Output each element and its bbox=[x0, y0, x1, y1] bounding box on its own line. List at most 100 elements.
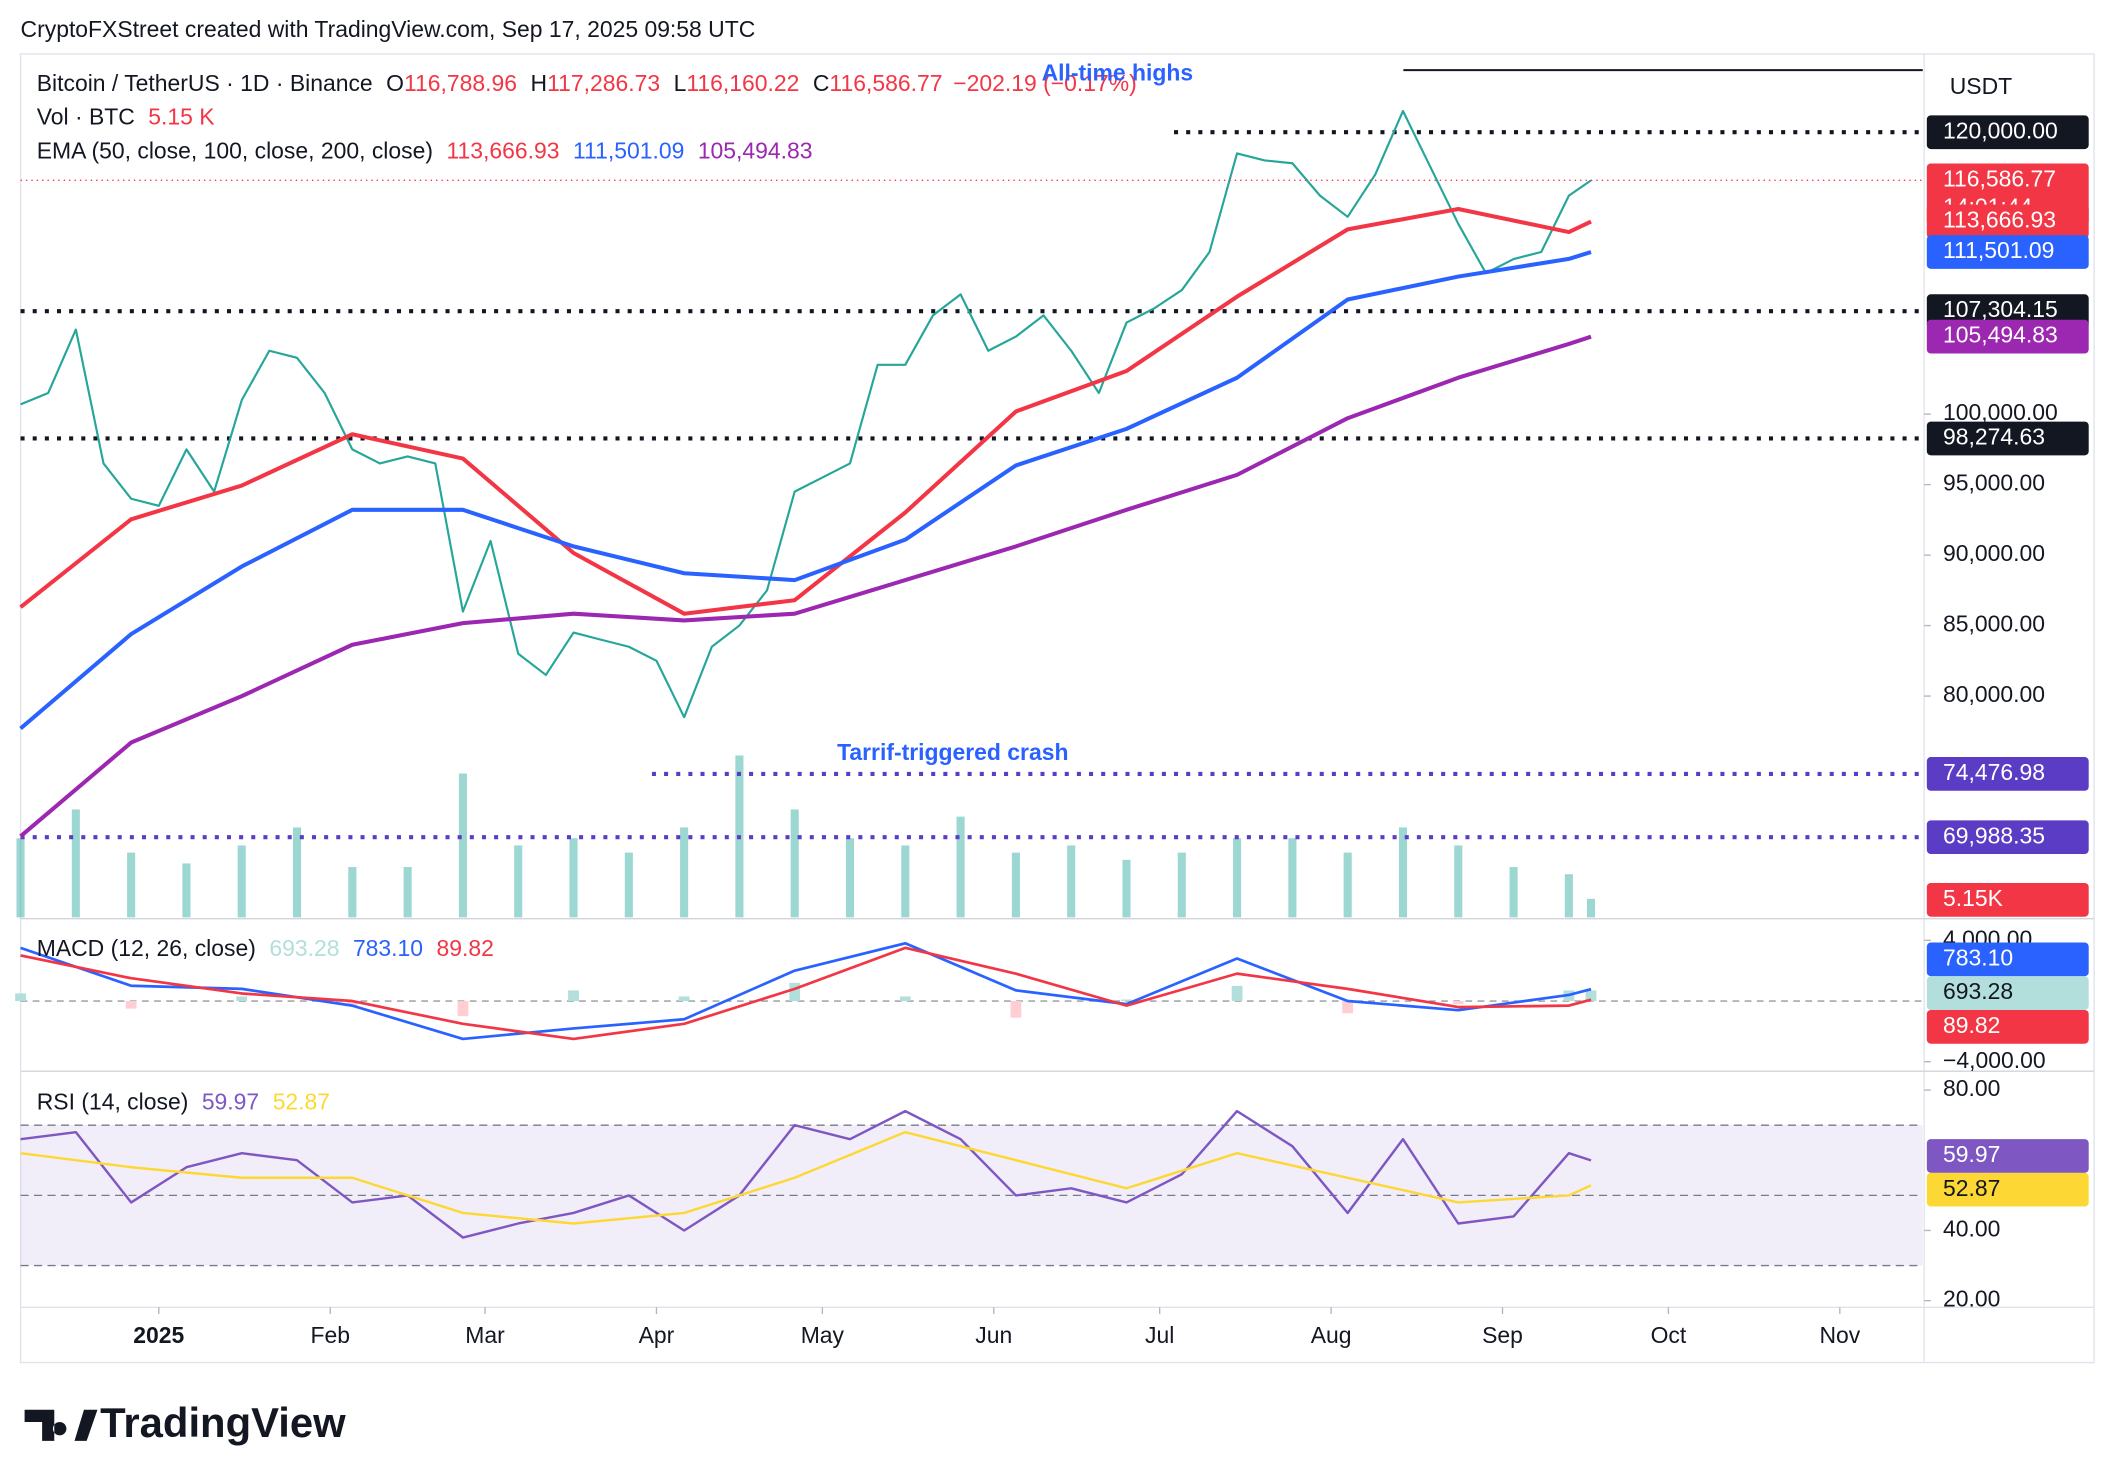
ema-value: 105,494.83 bbox=[698, 138, 813, 164]
histogram-bar bbox=[678, 996, 690, 1002]
ohlc-value: 117,286.73 bbox=[547, 70, 660, 96]
price-label: 107,304.15 bbox=[1943, 296, 2058, 322]
indicator-value: 783.10 bbox=[353, 935, 423, 961]
price-label-box bbox=[1926, 319, 2089, 354]
y-tick-label: 90,000.00 bbox=[1943, 540, 2045, 566]
y-tick-label: 95,000.00 bbox=[1943, 470, 2045, 496]
series-line bbox=[20, 1130, 1592, 1225]
volume-bar bbox=[1011, 852, 1020, 918]
price-label: 111,501.09 bbox=[1943, 237, 2054, 263]
volume-bar bbox=[127, 852, 136, 918]
volume-bar bbox=[403, 867, 412, 918]
volume-title: Vol · BTC bbox=[37, 104, 135, 130]
volume-bar bbox=[1509, 867, 1518, 918]
change: −202.19 (−0.17%) bbox=[953, 70, 1137, 96]
volume-bar bbox=[1067, 845, 1076, 918]
indicator-title: RSI (14, close) bbox=[37, 1089, 189, 1115]
price-label: 52.87 bbox=[1943, 1175, 2000, 1201]
volume-bar bbox=[1122, 859, 1131, 918]
ema-value: 111,501.09 bbox=[573, 138, 684, 164]
histogram-bar bbox=[1585, 990, 1597, 1002]
x-tick-label: Nov bbox=[1819, 1322, 1860, 1348]
x-tick-label: Jul bbox=[1145, 1322, 1174, 1348]
legend: EMA (50, close, 100, close, 200, close) 1… bbox=[37, 138, 813, 164]
logo-mark bbox=[24, 1409, 98, 1441]
volume-bar bbox=[348, 867, 357, 918]
series-line bbox=[19, 206, 1592, 616]
price-label: 74,476.98 bbox=[1943, 759, 2045, 785]
indicator-value: 693.28 bbox=[269, 935, 339, 961]
x-tick-label: Feb bbox=[310, 1322, 350, 1348]
y-tick-label: 40.00 bbox=[1943, 1216, 2000, 1242]
ohlc-key: H bbox=[531, 70, 548, 96]
histogram-bar bbox=[1452, 1001, 1464, 1005]
volume-bar bbox=[514, 845, 523, 918]
price-label-box bbox=[1926, 115, 2089, 150]
x-tick-label: May bbox=[801, 1322, 845, 1348]
histogram-bar bbox=[789, 982, 801, 1002]
y-tick-label: 100,000.00 bbox=[1943, 399, 2058, 425]
logo: TradingView bbox=[24, 1399, 346, 1446]
series-line bbox=[19, 250, 1592, 731]
volume-bar bbox=[1586, 898, 1596, 918]
histogram-bar bbox=[1010, 1001, 1022, 1018]
plot-layer: 80,000.00 85,000.00 90,000.00 95,000.00 100,… bbox=[15, 69, 2089, 1348]
histogram-bar bbox=[1342, 1001, 1354, 1014]
series-line bbox=[20, 1109, 1592, 1239]
histogram-bar bbox=[568, 990, 579, 1002]
volume-bar bbox=[845, 838, 855, 918]
price-label: 783.10 bbox=[1943, 944, 2013, 970]
x-tick-label: Mar bbox=[465, 1322, 505, 1348]
price-label-box bbox=[1926, 1139, 2089, 1173]
ohlc-key: L bbox=[674, 70, 687, 96]
y-tick-label: 80,000.00 bbox=[1943, 681, 2045, 707]
price-label: 59.97 bbox=[1943, 1141, 2000, 1167]
price-label-box bbox=[1926, 942, 2089, 977]
y-tick-label: 20.00 bbox=[1943, 1286, 2000, 1312]
x-tick-label: Oct bbox=[1651, 1322, 1687, 1348]
volume-bar bbox=[458, 773, 467, 918]
volume-bar bbox=[956, 816, 965, 918]
histogram-bar bbox=[1231, 985, 1243, 1002]
price-label-box bbox=[1926, 882, 2089, 917]
annotation: All-time highs bbox=[1042, 59, 1194, 85]
volume-bar bbox=[624, 852, 633, 918]
indicator-value: 52.87 bbox=[273, 1089, 330, 1115]
indicator-value: 59.97 bbox=[202, 1089, 259, 1115]
price-label-box bbox=[1926, 757, 2089, 791]
price-label: 120,000.00 bbox=[1943, 117, 2058, 143]
series-line bbox=[19, 334, 1592, 838]
volume-bar bbox=[901, 845, 910, 918]
volume-bar bbox=[790, 809, 799, 918]
histogram-bar bbox=[1121, 999, 1132, 1002]
histogram-bar bbox=[899, 996, 911, 1002]
series-line bbox=[20, 946, 1592, 1041]
price-label: 89.82 bbox=[1943, 1012, 2000, 1038]
price-label: 5.15K bbox=[1943, 885, 2004, 911]
indicator-value: 89.82 bbox=[437, 935, 494, 961]
frame bbox=[19, 53, 2095, 1364]
ohlc-value: 116,586.77 bbox=[829, 70, 942, 96]
symbol: Bitcoin / TetherUS · 1D · Binance bbox=[37, 70, 373, 96]
ohlc-value: 116,160.22 bbox=[686, 70, 799, 96]
ohlc-value: 116,788.96 bbox=[404, 70, 517, 96]
ohlc-key: O bbox=[386, 70, 404, 96]
x-tick-label: Jun bbox=[975, 1322, 1012, 1348]
x-tick-label: Sep bbox=[1482, 1322, 1523, 1348]
volume-bar bbox=[569, 838, 578, 918]
price-label-box bbox=[1926, 1172, 2089, 1207]
series-line bbox=[20, 109, 1592, 719]
header: CryptoFXStreet created with TradingView.… bbox=[21, 16, 756, 42]
volume-bar bbox=[182, 863, 191, 918]
legend: RSI (14, close) 59.97 52.87 bbox=[37, 1089, 330, 1115]
brand: TradingView bbox=[100, 1399, 346, 1446]
volume-bar bbox=[16, 838, 25, 918]
volume-bar bbox=[1233, 838, 1242, 918]
price-label-box bbox=[1926, 1009, 2089, 1044]
annotation: Tarrif-triggered crash bbox=[837, 739, 1068, 765]
volume-bar bbox=[1398, 827, 1408, 918]
y-tick-label: 85,000.00 bbox=[1943, 611, 2045, 637]
volume-bar bbox=[1177, 852, 1186, 918]
